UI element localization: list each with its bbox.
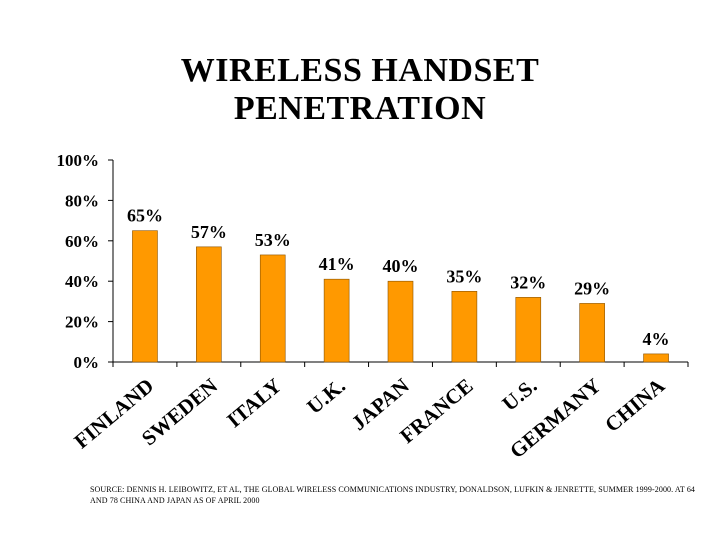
data-label: 57% (191, 222, 227, 242)
data-label: 4% (643, 329, 670, 349)
data-label: 53% (255, 230, 291, 250)
y-tick-label: 0% (74, 353, 100, 372)
bar-italy (259, 254, 286, 363)
data-label: 41% (319, 254, 355, 274)
bar-sweden (196, 246, 222, 363)
x-category-label: CHINA (600, 373, 670, 437)
source-note: SOURCE: DENNIS H. LEIBOWITZ, ET AL, THE … (90, 485, 696, 505)
y-tick-label: 80% (65, 191, 99, 210)
y-tick-label: 20% (65, 313, 99, 332)
data-label: 35% (446, 266, 482, 286)
data-label: 32% (510, 272, 546, 292)
bar-finland (132, 230, 158, 363)
x-category-label: U.K. (302, 373, 350, 418)
x-category-label: U.S. (497, 373, 541, 415)
chart-title-line-2: PENETRATION (233, 90, 487, 127)
bar-uk (323, 278, 350, 363)
chart-title-line-1: WIRELESS HANDSET (180, 52, 540, 89)
chart-title: WIRELESS HANDSET PENETRATION (0, 52, 720, 128)
bar-germany (579, 303, 605, 363)
x-category-label: ITALY (222, 373, 286, 432)
bar-us (515, 297, 542, 363)
y-tick-label: 60% (65, 232, 99, 251)
bar-china (643, 353, 669, 363)
data-label: 65% (127, 206, 163, 226)
data-label: 29% (574, 278, 610, 298)
y-tick-label: 40% (65, 272, 99, 291)
y-tick-label: 100% (57, 151, 100, 170)
bar-france (451, 290, 478, 363)
data-label: 40% (383, 256, 419, 276)
bar-japan (387, 280, 414, 363)
